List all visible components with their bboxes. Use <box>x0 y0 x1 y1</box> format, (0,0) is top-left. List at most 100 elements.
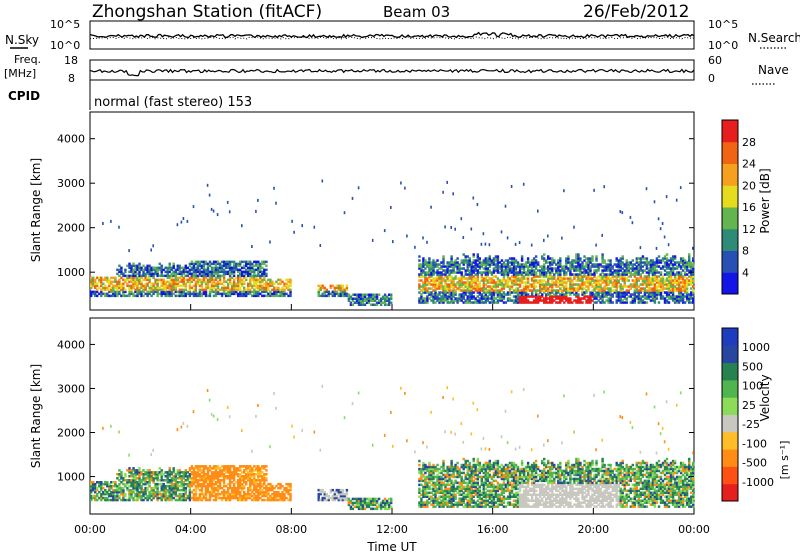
power-cell <box>627 271 631 274</box>
velocity-cell <box>253 475 256 478</box>
velocity-cell <box>162 488 165 492</box>
power-cell <box>136 290 139 294</box>
velocity-cell <box>136 496 139 500</box>
power-cell <box>228 272 232 276</box>
power-cell <box>619 297 622 300</box>
power-cell <box>130 266 133 270</box>
velocity-cell <box>174 488 178 492</box>
power-cell <box>559 277 562 280</box>
power-cell <box>448 301 451 304</box>
power-cell <box>669 281 673 284</box>
velocity-cell <box>138 482 141 486</box>
power-cell <box>587 301 590 304</box>
power-cell <box>261 266 264 270</box>
power-cell <box>343 292 347 296</box>
power-cell <box>269 290 272 294</box>
power-cell <box>504 204 507 208</box>
velocity-cell <box>116 473 119 476</box>
power-cell <box>502 273 506 276</box>
power-cell <box>599 295 602 298</box>
power-cell <box>184 278 188 282</box>
power-cell <box>381 301 385 304</box>
velocity-cell <box>235 490 238 494</box>
velocity-cell <box>323 496 326 500</box>
velocity-cell <box>102 490 105 494</box>
power-cell <box>653 263 657 266</box>
power-cell <box>589 295 592 298</box>
power-cell <box>526 273 530 276</box>
velocity-cell <box>136 486 139 490</box>
power-cell <box>690 279 693 282</box>
power-cell <box>237 284 240 288</box>
power-cell <box>537 209 539 213</box>
power-cell <box>683 275 687 278</box>
power-cell <box>500 297 504 300</box>
power-cell <box>567 259 570 262</box>
power-cell <box>136 280 139 284</box>
power-cell <box>516 265 520 268</box>
velocity-cell <box>341 488 345 492</box>
power-cell <box>194 290 198 294</box>
power-cell <box>351 196 354 200</box>
velocity-cell <box>150 486 153 490</box>
power-cell <box>472 279 475 282</box>
power-cell <box>478 287 482 290</box>
power-cell <box>605 273 608 276</box>
velocity-cell <box>156 488 159 492</box>
power-cell <box>599 301 602 304</box>
power-cell <box>375 301 379 304</box>
power-cell <box>522 291 526 294</box>
power-cell <box>120 272 123 276</box>
power-cell <box>230 268 234 272</box>
velocity-cell <box>341 490 345 494</box>
power-cell <box>609 263 612 266</box>
power-cell <box>432 299 435 302</box>
power-cell <box>363 295 367 298</box>
power-cell <box>210 272 214 276</box>
power-cell <box>526 277 530 280</box>
power-cell <box>677 289 681 292</box>
power-cell <box>492 263 496 266</box>
power-cell <box>228 264 232 268</box>
velocity-cell <box>106 492 109 496</box>
power-cell <box>232 288 236 292</box>
power-cell <box>132 276 135 280</box>
power-cell <box>659 291 663 294</box>
velocity-cell <box>152 473 155 476</box>
velocity-cell <box>158 490 161 494</box>
power-cell <box>355 301 359 304</box>
velocity-cell <box>156 484 159 488</box>
power-cell <box>232 278 236 282</box>
power-cell <box>681 263 685 266</box>
power-cell <box>194 288 198 292</box>
power-cell <box>226 264 230 268</box>
power-cell <box>150 284 153 288</box>
velocity-cell <box>132 490 135 494</box>
power-cell <box>158 262 161 266</box>
power-cell <box>619 293 622 296</box>
power-cell <box>639 295 643 298</box>
power-cell <box>526 279 530 282</box>
velocity-cell <box>160 492 163 496</box>
velocity-cell <box>160 471 163 474</box>
power-cell <box>255 274 258 278</box>
power-cell <box>641 269 645 272</box>
power-cell <box>545 293 548 296</box>
power-cell <box>619 263 622 266</box>
power-cell <box>253 284 256 288</box>
power-cell <box>243 276 246 280</box>
power-cell <box>579 273 582 276</box>
power-cell <box>565 263 568 266</box>
power-cell <box>585 277 588 280</box>
power-cell <box>520 255 524 258</box>
power-cell <box>579 299 582 302</box>
power-cell <box>426 279 429 282</box>
power-cell <box>575 273 578 276</box>
power-cell <box>494 267 498 270</box>
power-cell <box>663 273 667 276</box>
power-cell <box>625 291 628 294</box>
power-cell <box>551 301 554 304</box>
power-cell <box>651 263 655 266</box>
power-cell <box>243 260 246 264</box>
power-cell <box>490 277 494 280</box>
